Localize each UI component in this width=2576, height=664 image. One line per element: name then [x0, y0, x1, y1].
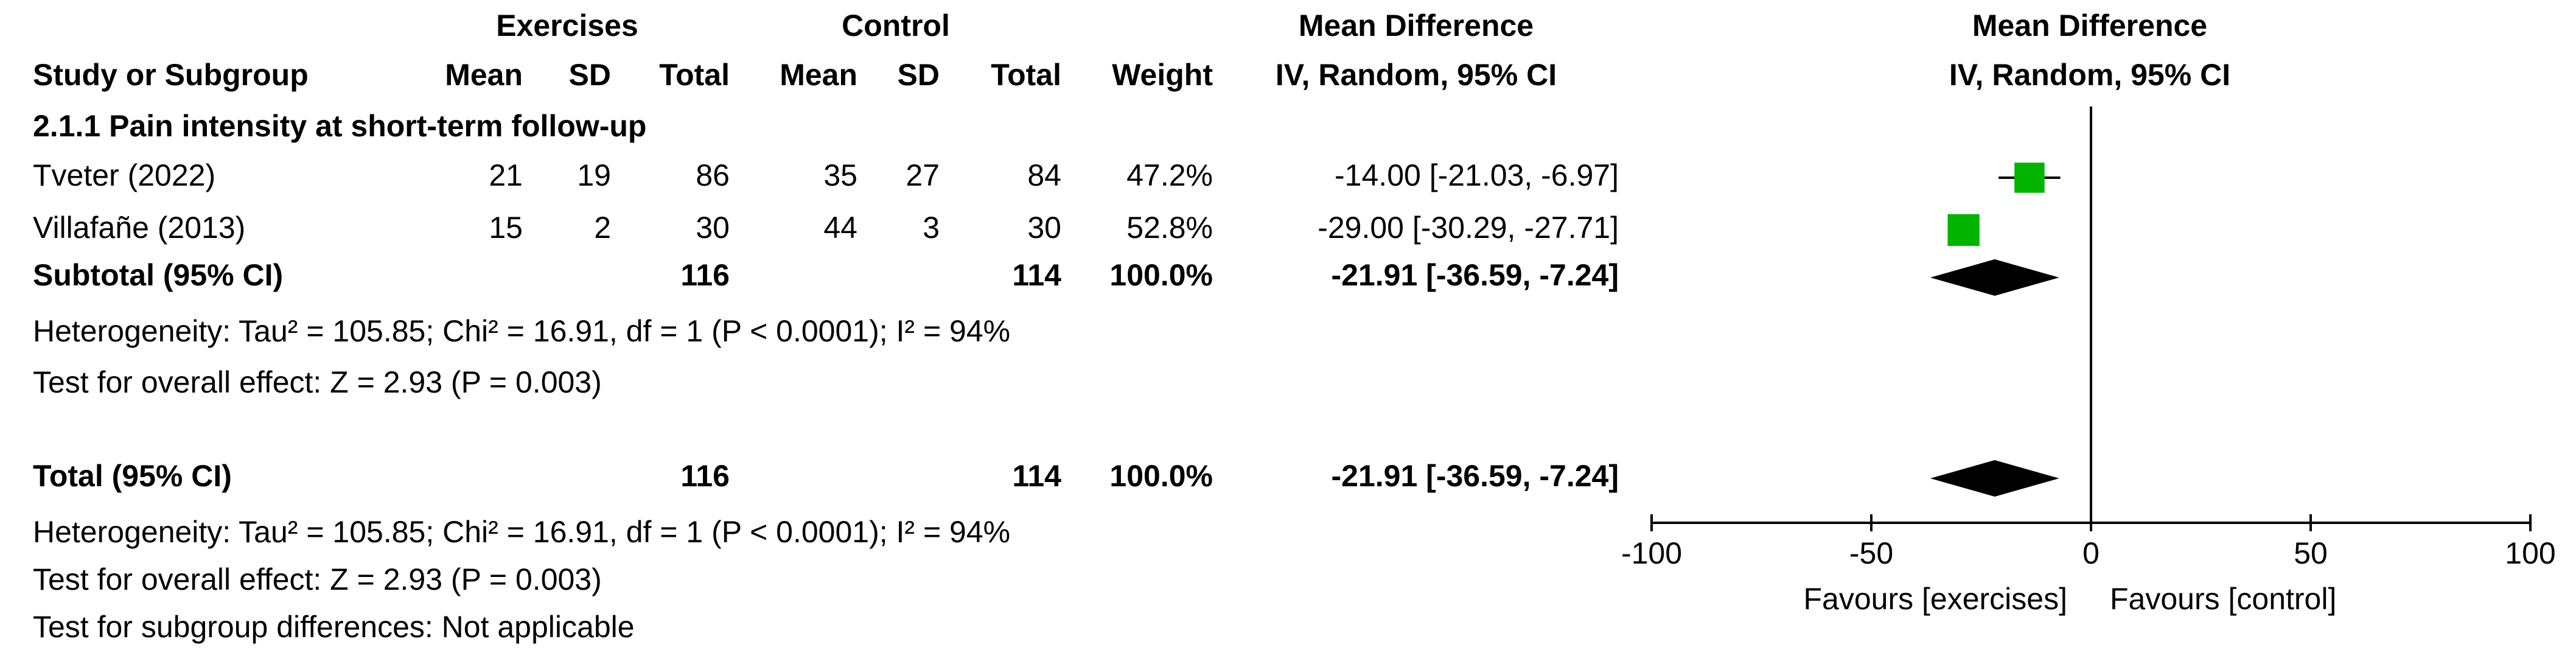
cell: 19	[577, 158, 611, 192]
cell: 114	[1012, 459, 1061, 493]
column-header: Mean	[445, 58, 523, 92]
column-header: Total	[659, 58, 730, 92]
row-name: Tveter (2022)	[33, 158, 215, 192]
heterogeneity: Heterogeneity: Tau² = 105.85; Chi² = 16.…	[33, 515, 1010, 549]
subgroup-title: 2.1.1 Pain intensity at short-term follo…	[33, 109, 646, 143]
cell: 30	[696, 211, 730, 245]
effect-header: Mean Difference	[1299, 9, 1534, 43]
cell: 44	[823, 211, 857, 245]
x-tick-label: -50	[1849, 536, 1893, 570]
cell: 116	[680, 459, 730, 493]
x-tick-label: 0	[2082, 536, 2100, 570]
cell: 2	[594, 211, 611, 245]
favours-label: Favours [exercises]	[1804, 582, 2067, 616]
effect-header: IV, Random, 95% CI	[1276, 58, 1557, 92]
overall-effect: Test for overall effect: Z = 2.93 (P = 0…	[33, 562, 602, 596]
subgroup-differences: Test for subgroup differences: Not appli…	[33, 610, 635, 644]
study-square	[2014, 163, 2045, 193]
plot-header: IV, Random, 95% CI	[1949, 58, 2230, 92]
cell: 21	[489, 158, 523, 192]
x-tick-label: 50	[2294, 536, 2328, 570]
cell: 86	[696, 158, 730, 192]
column-header: SD	[898, 58, 940, 92]
group-header: Control	[842, 9, 950, 43]
weight: 100.0%	[1109, 258, 1213, 292]
x-tick-label: -100	[1621, 536, 1682, 570]
pooled-diamond	[1930, 259, 2059, 296]
effect-label: -14.00 [-21.03, -6.97]	[1335, 158, 1619, 192]
cell: 15	[489, 211, 523, 245]
weight: 52.8%	[1126, 211, 1213, 245]
cell: 30	[1027, 211, 1061, 245]
effect-label: -21.91 [-36.59, -7.24]	[1332, 459, 1619, 493]
effect-label: -21.91 [-36.59, -7.24]	[1332, 258, 1619, 292]
column-header: Total	[991, 58, 1061, 92]
cell: 27	[906, 158, 940, 192]
row-name: Total (95% CI)	[33, 459, 232, 493]
column-header: Weight	[1112, 58, 1213, 92]
cell: 116	[680, 258, 730, 292]
cell: 114	[1012, 258, 1061, 292]
plot-header: Mean Difference	[1972, 9, 2207, 43]
column-header: Study or Subgroup	[33, 58, 309, 92]
favours-label: Favours [control]	[2110, 582, 2336, 616]
weight: 100.0%	[1109, 459, 1213, 493]
group-header: Exercises	[496, 9, 638, 43]
row-name: Subtotal (95% CI)	[33, 258, 283, 292]
cell: 35	[823, 158, 857, 192]
overall-effect: Test for overall effect: Z = 2.93 (P = 0…	[33, 365, 602, 399]
column-header: Mean	[780, 58, 857, 92]
effect-label: -29.00 [-30.29, -27.71]	[1318, 211, 1619, 245]
row-name: Villafañe (2013)	[33, 211, 245, 245]
x-tick-label: 100	[2505, 536, 2555, 570]
cell: 84	[1027, 158, 1061, 192]
pooled-diamond	[1930, 460, 2059, 497]
study-square	[1947, 214, 1980, 246]
column-header: SD	[569, 58, 611, 92]
weight: 47.2%	[1126, 158, 1213, 192]
heterogeneity: Heterogeneity: Tau² = 105.85; Chi² = 16.…	[33, 314, 1010, 348]
cell: 3	[923, 211, 940, 245]
